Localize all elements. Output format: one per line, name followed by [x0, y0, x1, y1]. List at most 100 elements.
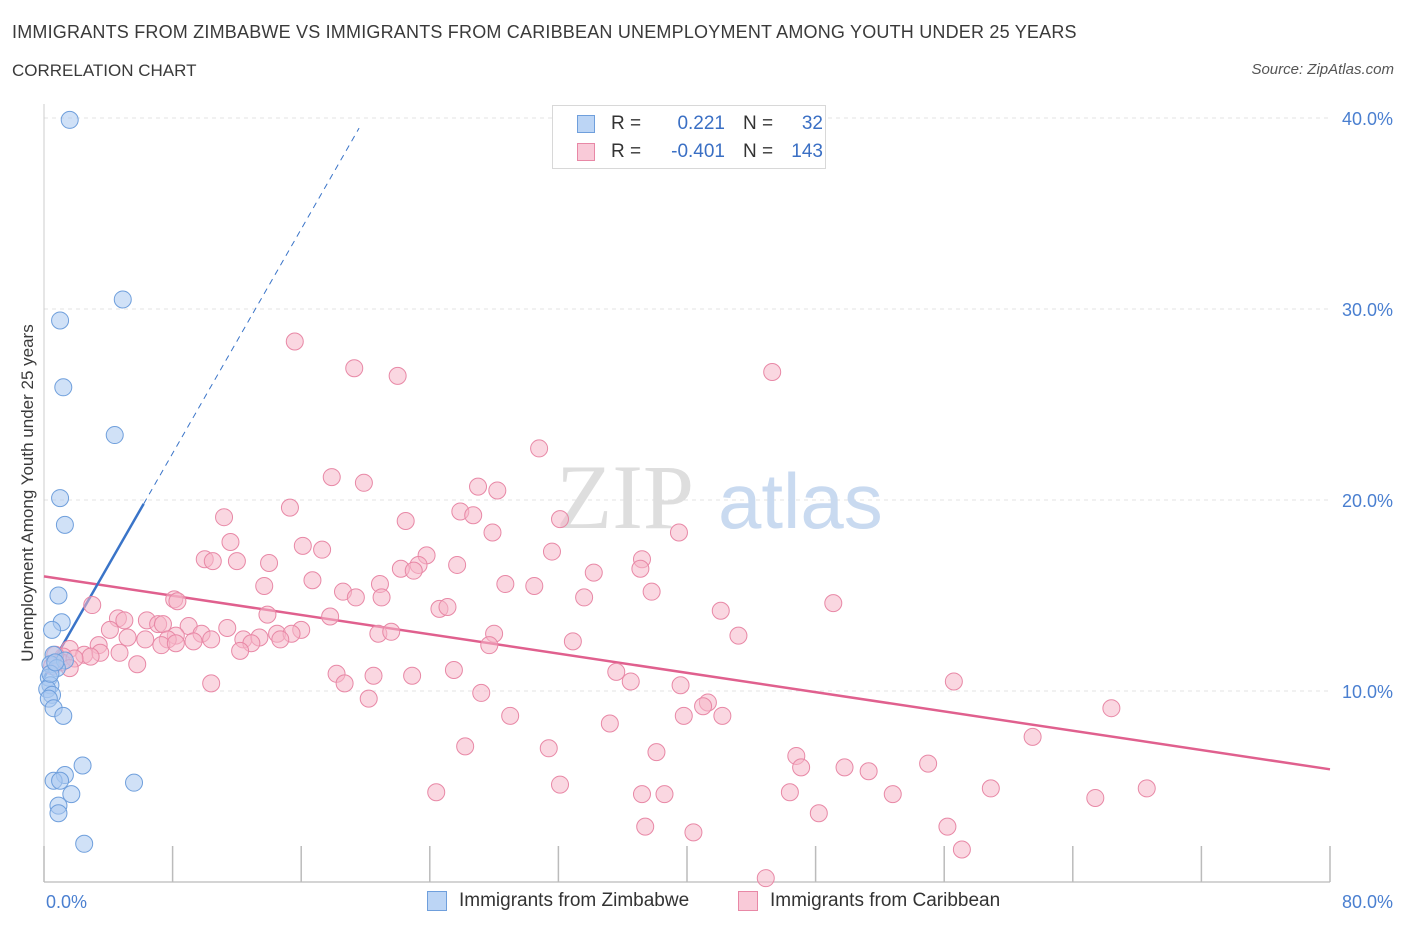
zimbabwe-point [51, 771, 70, 790]
legend-n-label: N = [743, 113, 774, 134]
caribbean-point [563, 632, 582, 651]
bottom-legend-swatch-caribbean [738, 891, 758, 911]
zimbabwe-point [49, 804, 68, 823]
caribbean-point [448, 555, 467, 574]
legend-r-value: -0.401 [671, 141, 725, 162]
caribbean-point [539, 739, 558, 758]
caribbean-point [711, 601, 730, 620]
zimbabwe-point [46, 653, 65, 672]
caribbean-point [166, 634, 185, 653]
caribbean-point [313, 540, 332, 559]
caribbean-point [110, 643, 129, 662]
zimbabwe-point [49, 586, 68, 605]
caribbean-point [136, 630, 155, 649]
caribbean-point [345, 359, 364, 378]
zimbabwe-point [43, 620, 62, 639]
zimbabwe-point [62, 785, 81, 804]
caribbean-point [1102, 699, 1121, 718]
caribbean-point [81, 647, 100, 666]
caribbean-point [404, 561, 423, 580]
watermark-atlas: atlas [718, 457, 883, 545]
caribbean-point [952, 840, 971, 859]
caribbean-point [496, 575, 515, 594]
zimbabwe-point [54, 706, 73, 725]
caribbean-point [403, 666, 422, 685]
caribbean-point [501, 706, 520, 725]
bottom-legend-caribbean: Immigrants from Caribbean [738, 890, 1000, 912]
bottom-legend-zimbabwe: Immigrants from Zimbabwe [427, 890, 689, 912]
caribbean-point [258, 605, 277, 624]
y-tick-label: 40.0% [1342, 109, 1393, 129]
chart-subtitle: CORRELATION CHART [12, 61, 197, 80]
caribbean-point [118, 628, 137, 647]
legend-n-value: 143 [791, 141, 823, 162]
caribbean-point [835, 758, 854, 777]
caribbean-point [944, 672, 963, 691]
caribbean-point [427, 783, 446, 802]
caribbean-point [694, 697, 713, 716]
legend-row-caribbean: R = -0.401 N = 143 [577, 139, 823, 165]
legend-swatch-zimbabwe [577, 115, 595, 133]
caribbean-trend-line [43, 575, 1331, 771]
caribbean-point [83, 596, 102, 615]
axis-labels: 10.0% 20.0% 30.0% 40.0% 0.0% 80.0% Unemploymen… [18, 109, 1393, 912]
x-tick-label: 80.0% [1342, 892, 1393, 912]
caribbean-point [542, 542, 561, 561]
watermark: ZIP atlas [556, 446, 883, 548]
caribbean-point [636, 817, 655, 836]
caribbean-point [488, 481, 507, 500]
x-tick-label: 0.0% [46, 892, 87, 912]
caribbean-point [792, 758, 811, 777]
caribbean-point [359, 689, 378, 708]
zimbabwe-point [125, 773, 144, 792]
caribbean-point [115, 611, 134, 630]
caribbean-point [607, 662, 626, 681]
caribbean-point [321, 607, 340, 626]
caribbean-point [128, 655, 147, 674]
caribbean-point [756, 869, 775, 888]
zimbabwe-point [73, 756, 92, 775]
caribbean-point [809, 804, 828, 823]
y-tick-label: 10.0% [1342, 682, 1393, 702]
caribbean-point [551, 775, 570, 794]
y-tick-label: 30.0% [1342, 300, 1393, 320]
legend-swatch-caribbean [577, 143, 595, 161]
data-points [38, 110, 1156, 888]
caribbean-point [938, 817, 957, 836]
caribbean-point [883, 785, 902, 804]
caribbean-point [335, 674, 354, 693]
chart-title: IMMIGRANTS FROM ZIMBABWE VS IMMIGRANTS F… [12, 22, 1077, 42]
caribbean-point [221, 533, 240, 552]
caribbean-point [203, 552, 222, 571]
caribbean-point [396, 512, 415, 531]
caribbean-point [763, 363, 782, 382]
caribbean-point [631, 559, 650, 578]
caribbean-point [525, 576, 544, 595]
caribbean-point [621, 672, 640, 691]
zimbabwe-point [60, 110, 79, 129]
legend-n-label: N = [743, 141, 774, 162]
bottom-legend-label-zimbabwe: Immigrants from Zimbabwe [459, 890, 690, 911]
caribbean-point [669, 523, 688, 542]
legend-row-zimbabwe: R = 0.221 N = 32 [577, 111, 823, 137]
caribbean-point [780, 783, 799, 802]
caribbean-point [364, 666, 383, 685]
zimbabwe-point [55, 515, 74, 534]
caribbean-point [671, 676, 690, 695]
caribbean-point [647, 743, 666, 762]
zimbabwe-point [51, 489, 70, 508]
caribbean-point [372, 588, 391, 607]
caribbean-point [729, 626, 748, 645]
caribbean-point [642, 582, 661, 601]
axes [43, 104, 1331, 883]
y-axis-title: Unemployment Among Youth under 25 years [18, 324, 37, 661]
caribbean-point [674, 706, 693, 725]
caribbean-point [684, 823, 703, 842]
caribbean-point [483, 523, 502, 542]
stats-legend: R = 0.221 N = 32 R = -0.401 N = 143 [552, 105, 826, 169]
caribbean-point [919, 754, 938, 773]
caribbean-point [231, 641, 250, 660]
caribbean-point [859, 762, 878, 781]
caribbean-point [655, 785, 674, 804]
caribbean-point [551, 510, 570, 529]
